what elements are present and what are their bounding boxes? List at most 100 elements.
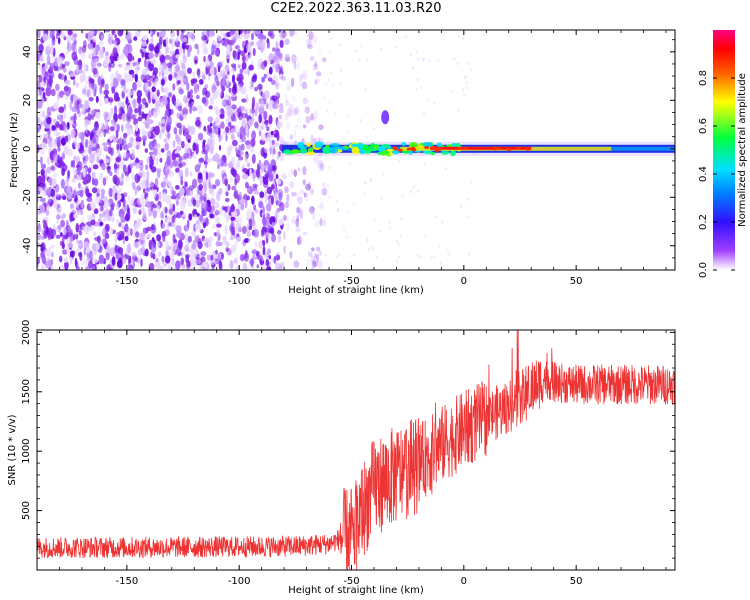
noise-blob [260, 61, 266, 70]
noise-blob [290, 192, 297, 197]
noise-blob [208, 182, 212, 190]
noise-blob [42, 33, 49, 42]
noise-blob [152, 209, 157, 219]
noise-blob [294, 106, 300, 115]
noise-blob [45, 209, 50, 216]
noise-blob [141, 180, 147, 189]
noise-blob [312, 261, 318, 267]
noise-blob [191, 152, 198, 160]
noise-blob [230, 133, 235, 141]
noise-blob [217, 65, 221, 73]
noise-blob [285, 53, 290, 60]
noise-blob [172, 140, 176, 148]
noise-blob [284, 56, 291, 62]
noise-blob [93, 258, 99, 264]
noise-blob [260, 229, 265, 237]
noise-blob [197, 73, 201, 79]
noise-blob [176, 212, 182, 219]
noise-blob [239, 253, 246, 262]
noise-blob [163, 218, 168, 224]
noise-blob [48, 178, 52, 184]
noise-blob [296, 206, 300, 214]
noise-blob [178, 45, 183, 56]
noise-blob [439, 261, 442, 266]
noise-blob [189, 253, 196, 259]
noise-blob [152, 189, 157, 198]
noise-blob [114, 105, 117, 115]
colorbar-tick-label: 0.2 [698, 214, 709, 230]
noise-blob [105, 154, 109, 160]
ridge-hot-spot [424, 146, 430, 149]
noise-blob [133, 36, 138, 41]
x-tick-label: -150 [116, 576, 139, 587]
noise-blob [64, 61, 70, 67]
noise-blob [146, 170, 150, 180]
noise-blob [188, 185, 195, 191]
noise-blob [237, 203, 242, 212]
y-tick-label: 40 [22, 45, 33, 58]
noise-blob [167, 216, 171, 224]
noise-blob [99, 172, 104, 180]
noise-blob [314, 78, 321, 83]
noise-blob [220, 121, 225, 129]
noise-blob [63, 112, 67, 120]
noise-blob [198, 214, 204, 222]
noise-blob [84, 119, 90, 125]
noise-blob [208, 241, 212, 248]
noise-blob [191, 230, 197, 237]
noise-blob [60, 264, 65, 270]
noise-blob [364, 181, 368, 185]
noise-blob [175, 260, 181, 270]
noise-blob [464, 74, 468, 79]
colorbar-gradient [713, 30, 735, 270]
noise-blob [312, 211, 316, 221]
noise-blob [37, 190, 41, 195]
noise-blob [185, 44, 189, 50]
noise-blob [279, 102, 284, 111]
snr-background [37, 330, 675, 570]
noise-blob [231, 74, 236, 84]
noise-blob [156, 31, 160, 37]
noise-blob [178, 125, 183, 136]
noise-blob [470, 181, 473, 185]
noise-blob [218, 260, 223, 270]
x-tick-label: -150 [116, 276, 139, 287]
noise-blob [126, 152, 130, 161]
noise-blob [196, 116, 201, 122]
noise-blob [271, 139, 275, 146]
noise-blob [80, 209, 83, 216]
noise-blob [170, 30, 176, 38]
noise-blob [242, 168, 248, 173]
noise-blob [191, 78, 198, 84]
noise-blob [142, 35, 148, 41]
noise-blob [45, 263, 52, 269]
noise-blob [84, 154, 89, 162]
noise-blob [220, 30, 224, 37]
noise-blob [135, 136, 142, 143]
noise-blob [282, 231, 286, 240]
noise-blob [152, 154, 157, 161]
noise-blob [121, 124, 124, 133]
noise-blob [101, 162, 107, 170]
noise-blob [75, 82, 80, 88]
noise-blob [168, 73, 173, 81]
noise-blob [103, 210, 107, 215]
noise-blob [221, 98, 226, 107]
noise-blob [328, 100, 331, 104]
noise-blob [90, 202, 96, 211]
noise-blob [129, 90, 134, 96]
noise-blob [60, 31, 66, 39]
noise-blob [153, 125, 160, 136]
noise-blob [147, 110, 153, 118]
noise-blob [140, 127, 146, 137]
noise-blob [296, 236, 300, 246]
noise-blob [159, 97, 163, 108]
noise-blob [242, 173, 249, 180]
noise-blob [186, 82, 190, 92]
noise-blob [92, 83, 98, 92]
snr-y-axis-label: SNR (10 * v/v) [7, 414, 18, 485]
noise-blob [300, 73, 306, 79]
noise-blob [211, 265, 215, 270]
noise-blob [136, 185, 140, 193]
noise-blob [92, 164, 99, 170]
